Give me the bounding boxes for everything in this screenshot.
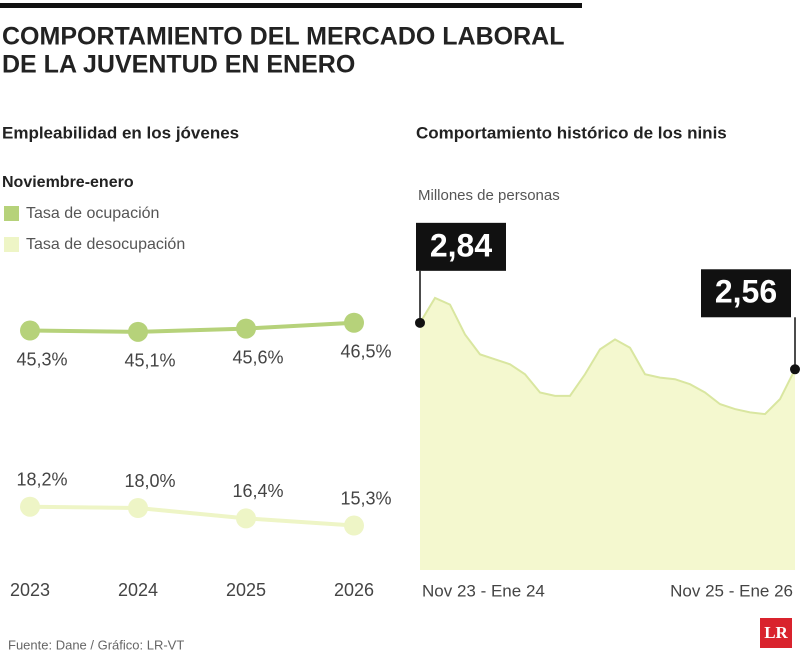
data-label: 18,2%: [16, 469, 67, 489]
point: [344, 312, 364, 333]
x-tick-label: 2023: [10, 580, 50, 600]
chart-title: Comportamiento histórico de los ninis: [416, 123, 727, 142]
data-label: 45,1%: [124, 351, 175, 371]
x-tick-label: 2025: [226, 580, 266, 600]
point: [236, 508, 256, 529]
top-rule: [0, 3, 582, 8]
logo-box: [760, 618, 792, 648]
data-label: 18,0%: [124, 471, 175, 491]
area-line: [419, 296, 796, 416]
data-label: 2,84: [430, 227, 492, 263]
data-label: 46,5%: [340, 342, 391, 362]
title-line: COMPORTAMIENTO DEL MERCADO LABORAL: [2, 23, 565, 51]
point: [20, 320, 40, 341]
point: [236, 318, 256, 339]
data-label: 45,3%: [16, 349, 67, 369]
label-box: [701, 269, 791, 318]
data-label: 16,4%: [232, 481, 283, 501]
point: [20, 496, 40, 517]
point: [790, 364, 800, 375]
x-tick-label: Nov 25 - Ene 26: [670, 581, 793, 600]
legend-label: Tasa de desocupación: [26, 236, 185, 253]
point: [128, 321, 148, 342]
logo: LR: [764, 623, 788, 642]
series-line: [29, 320, 355, 334]
x-tick-label: Nov 23 - Ene 24: [422, 581, 545, 600]
series-line: [29, 504, 355, 528]
point: [415, 317, 425, 328]
label-box: [416, 222, 506, 271]
legend-swatch: [4, 206, 19, 221]
data-label: 15,3%: [340, 488, 391, 508]
chart-title: Empleabilidad en los jóvenes: [2, 123, 239, 142]
chart-subtitle: Millones de personas: [418, 187, 560, 204]
chart-subtitle: Noviembre-enero: [2, 174, 134, 191]
title-line: DE LA JUVENTUD EN ENERO: [2, 51, 355, 79]
data-label: 2,56: [715, 274, 777, 310]
legend-swatch: [4, 237, 19, 252]
area: [420, 297, 795, 570]
point: [344, 515, 364, 536]
source: Fuente: Dane / Gráfico: LR-VT: [8, 637, 184, 652]
legend-label: Tasa de ocupación: [26, 205, 159, 222]
data-label: 45,6%: [232, 347, 283, 367]
point: [128, 498, 148, 518]
x-tick-label: 2026: [334, 580, 374, 600]
x-tick-label: 2024: [118, 580, 158, 600]
